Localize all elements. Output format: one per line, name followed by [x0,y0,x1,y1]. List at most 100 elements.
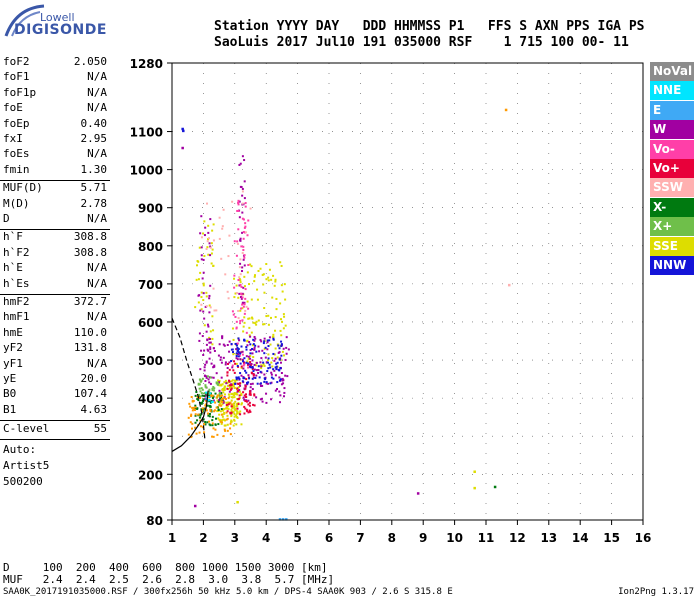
echo-point [226,371,229,374]
echo-point [233,391,236,394]
echo-point [228,350,231,353]
echo-point [196,407,199,410]
echo-point [280,318,283,321]
echo-point [243,398,246,401]
echo-point [207,325,210,328]
echo-point [239,281,242,284]
echo-point [190,396,193,399]
echo-point [199,380,202,383]
echo-point [240,393,243,396]
echo-point [242,330,245,333]
echo-point [197,301,200,304]
echo-point [232,369,235,372]
x-tick-label: 13 [540,531,557,545]
echo-point [236,358,239,361]
echo-point [212,223,215,226]
echo-point [191,406,194,409]
echo-point [247,357,250,360]
echo-point [199,395,202,398]
echo-point [232,411,235,414]
echo-point [269,382,272,385]
param-label: M(D) [3,196,30,210]
echo-point [239,185,242,188]
echo-point [261,273,264,276]
echo-point [283,315,286,318]
echo-point [225,401,228,404]
echo-point [243,412,246,415]
echo-point [203,423,206,426]
y-tick-label: 700 [138,278,163,292]
echo-point [205,305,208,308]
echo-point [240,403,243,406]
echo-point [192,408,195,411]
echo-point [203,394,206,397]
y-tick-label: 200 [138,468,163,482]
echo-point [230,411,233,414]
echo-point [248,390,251,393]
echo-point [285,346,288,349]
echo-point [231,379,234,382]
echo-point [226,414,229,417]
echo-point [200,408,203,411]
echo-point [212,347,215,350]
echo-point [238,292,241,295]
echo-point [215,372,218,375]
echo-point [248,365,251,368]
echo-point [240,245,243,248]
echo-point [244,400,247,403]
param-label: yF1 [3,356,23,370]
echo-point [220,413,223,416]
echo-point [233,240,236,243]
echo-point [201,407,204,410]
echo-point [253,275,256,278]
echo-point [248,334,251,337]
echo-point [244,288,247,291]
echo-point [253,339,256,342]
echo-point [209,376,212,379]
echo-point [245,378,248,381]
echo-point [219,404,222,407]
echo-point [203,220,206,223]
echo-point [213,364,216,367]
echo-point [237,403,240,406]
echo-point [239,362,242,365]
echo-point [239,351,242,354]
echo-point [197,382,200,385]
echo-point [232,353,235,356]
echo-point [223,428,226,431]
echo-point [206,399,209,402]
echo-point [204,384,207,387]
auto-scaling-text: 500200 [3,475,43,489]
echo-point [253,348,256,351]
echo-point [251,388,254,391]
echo-point [247,219,250,222]
echo-point [229,433,232,436]
echo-point [236,346,239,349]
echo-point [254,322,257,325]
param-value: 2.050 [73,55,107,68]
echo-point [205,330,208,333]
echo-point [241,358,244,361]
echo-point [230,393,233,396]
echo-point [267,276,270,279]
echo-point [249,361,252,364]
echo-points-layer [181,108,511,521]
echo-point [194,406,197,409]
echo-point [220,398,223,401]
x-tick-label: 10 [446,531,463,545]
echo-point [205,394,208,397]
echo-point [224,397,227,400]
x-tick-label: 11 [478,531,495,545]
echo-point [208,341,211,344]
echo-point [239,283,242,286]
param-row-md: M(D) 2.78 [3,197,107,213]
echo-point [215,406,218,409]
param-value: 0.40 [80,116,108,130]
echo-point [268,336,271,339]
echo-point [271,365,274,368]
echo-point [209,254,212,257]
echo-point [221,421,224,424]
echo-point [265,401,268,404]
param-row-fmin: fmin 1.30 [3,163,107,179]
echo-point [270,278,273,281]
